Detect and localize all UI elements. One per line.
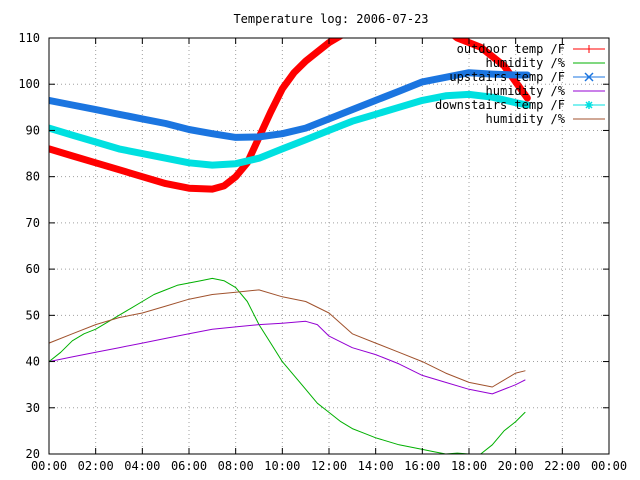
x-tick-label: 14:00 xyxy=(358,459,394,473)
plot-area xyxy=(49,38,531,454)
legend-marker-cross xyxy=(584,72,594,82)
x-tick-label: 00:00 xyxy=(591,459,627,473)
chart-title: Temperature log: 2006-07-23 xyxy=(233,12,428,26)
y-tick-label: 90 xyxy=(26,123,40,137)
y-tick-label: 50 xyxy=(26,308,40,322)
legend-marker-plus xyxy=(585,45,593,53)
series-line-4 xyxy=(49,320,526,395)
legend-label-1: outdoor temp /F xyxy=(457,42,565,56)
x-tick-label: 12:00 xyxy=(311,459,347,473)
x-tick-label: 06:00 xyxy=(171,459,207,473)
legend-label-6: humidity /% xyxy=(486,112,566,126)
y-tick-label: 100 xyxy=(18,77,40,91)
legend-label-2: humidity /% xyxy=(486,56,566,70)
x-tick-label: 02:00 xyxy=(78,459,114,473)
y-tick-label: 70 xyxy=(26,216,40,230)
x-tick-label: 08:00 xyxy=(218,459,254,473)
y-tick-label: 20 xyxy=(26,447,40,461)
legend-label-3: upstairs temp /F xyxy=(449,70,565,84)
x-tick-label: 04:00 xyxy=(124,459,160,473)
x-tick-label: 16:00 xyxy=(404,459,440,473)
x-tick-label: 18:00 xyxy=(451,459,487,473)
x-tick-label: 10:00 xyxy=(264,459,300,473)
x-tick-label: 00:00 xyxy=(31,459,67,473)
y-tick-label: 40 xyxy=(26,355,40,369)
legend-marker-star xyxy=(585,101,593,109)
series-line-3 xyxy=(49,69,531,141)
y-tick-label: 30 xyxy=(26,401,40,415)
x-tick-label: 22:00 xyxy=(544,459,580,473)
x-tick-label: 20:00 xyxy=(498,459,534,473)
series-line-1 xyxy=(49,38,531,193)
axis-ticks: 00:00 02:00 04:00 06:00 08:00 10:00 12:00 14:00… xyxy=(18,31,627,473)
legend-label-5: downstairs temp /F xyxy=(435,98,565,112)
y-tick-label: 80 xyxy=(26,170,40,184)
y-tick-label: 110 xyxy=(18,31,40,45)
legend-label-4: humidity /% xyxy=(486,84,566,98)
series-line-5 xyxy=(49,90,531,169)
series-line-2 xyxy=(49,277,526,454)
grid xyxy=(49,38,609,454)
y-tick-label: 60 xyxy=(26,262,40,276)
series-line-6 xyxy=(49,289,526,388)
